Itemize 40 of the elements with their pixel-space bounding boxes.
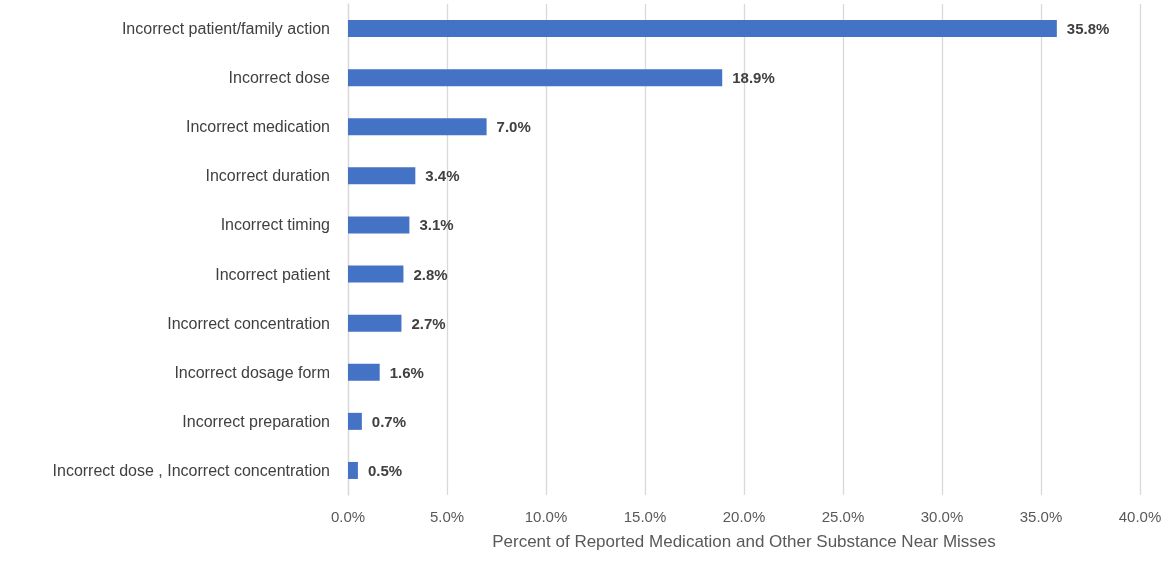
data-label: 35.8%	[1066, 20, 1110, 38]
data-label: 2.7%	[411, 314, 446, 332]
x-tick-label: 5.0%	[429, 508, 465, 525]
x-tick-label: 20.0%	[722, 508, 766, 525]
x-tick-label: 30.0%	[920, 508, 964, 525]
data-label: 7.0%	[496, 118, 531, 136]
x-axis-title: Percent of Reported Medication and Other Substance Near Misses	[492, 532, 996, 551]
data-label: 18.9%	[732, 69, 775, 87]
bar	[348, 69, 723, 87]
data-label: 3.1%	[419, 216, 454, 234]
bar	[348, 265, 404, 283]
x-tick-label: 10.0%	[524, 508, 568, 525]
y-tick-label: Incorrect medication	[185, 118, 330, 136]
bar	[348, 216, 410, 234]
bar	[348, 314, 402, 332]
bar	[348, 412, 362, 430]
bar	[348, 167, 416, 185]
data-label: 3.4%	[425, 167, 460, 185]
y-tick-label: Incorrect dose	[228, 69, 331, 87]
x-tick-label: 15.0%	[623, 508, 667, 525]
y-tick-label: Incorrect dosage form	[174, 363, 330, 381]
y-tick-label: Incorrect dose , Incorrect concentration	[52, 461, 330, 479]
x-tick-label: 0.0%	[330, 508, 366, 525]
data-label: 0.7%	[371, 412, 407, 430]
x-tick-label: 40.0%	[1118, 508, 1162, 525]
y-tick-label: Incorrect patient	[215, 265, 331, 283]
y-tick-label: Incorrect concentration	[167, 314, 330, 332]
bar	[348, 118, 487, 136]
y-tick-label: Incorrect preparation	[182, 412, 330, 430]
y-tick-label: Incorrect timing	[220, 216, 330, 234]
y-tick-label: Incorrect patient/family action	[121, 20, 330, 38]
x-tick-label: 35.0%	[1019, 508, 1063, 525]
data-label: 0.5%	[367, 461, 403, 479]
y-tick-label: Incorrect duration	[205, 167, 330, 185]
data-label: 1.6%	[389, 363, 424, 381]
data-label: 2.8%	[413, 265, 448, 283]
bar	[348, 363, 380, 381]
bar	[348, 461, 358, 479]
bar	[348, 20, 1057, 38]
x-tick-label: 25.0%	[821, 508, 865, 525]
